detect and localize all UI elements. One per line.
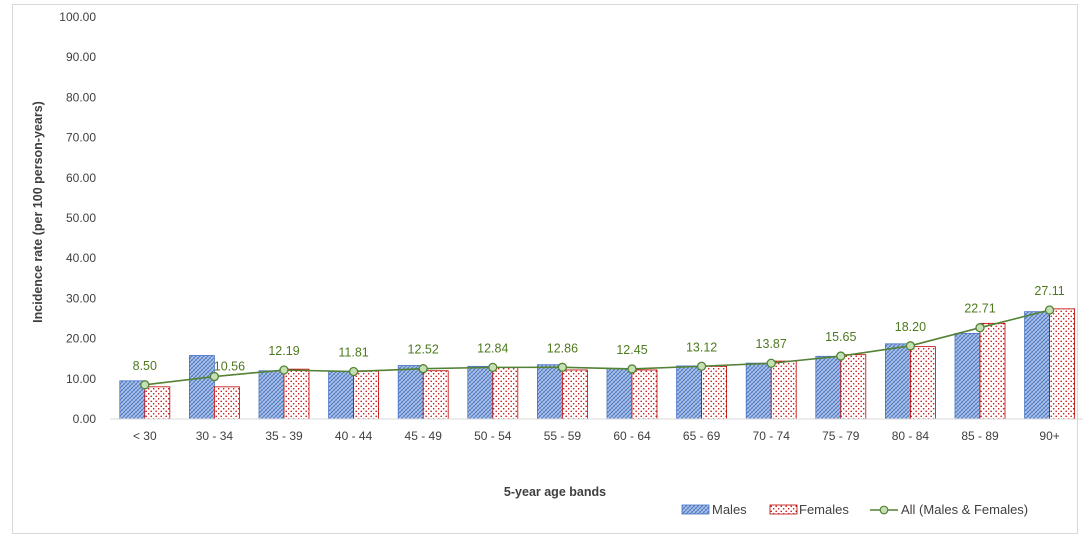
legend-label-females: Females bbox=[799, 502, 849, 517]
x-axis-title: 5-year age bands bbox=[504, 485, 606, 499]
x-tick-label: 50 - 54 bbox=[474, 429, 512, 443]
legend-swatch-females bbox=[769, 504, 798, 515]
bar-males bbox=[606, 367, 633, 420]
all-series-data-label: 11.81 bbox=[338, 346, 368, 360]
bar-males bbox=[537, 364, 563, 420]
bar-females bbox=[422, 370, 449, 420]
x-tick-label: 55 - 59 bbox=[544, 429, 582, 443]
y-tick-label: 30.00 bbox=[66, 291, 96, 305]
bar-females bbox=[701, 365, 727, 420]
legend-label-all: All (Males & Females) bbox=[901, 502, 1028, 517]
all-series-polyline bbox=[144, 309, 1050, 386]
all-series-data-label: 13.87 bbox=[756, 337, 787, 351]
all-series-marker bbox=[209, 371, 220, 382]
bar-females bbox=[631, 369, 658, 420]
legend-swatch-males bbox=[681, 504, 710, 515]
bar-females bbox=[353, 370, 380, 420]
all-series-data-label: 8.50 bbox=[133, 359, 157, 373]
all-series-marker bbox=[975, 323, 985, 333]
bar-males bbox=[397, 365, 424, 420]
bar-males bbox=[258, 370, 285, 420]
all-series-data-label: 15.65 bbox=[825, 330, 856, 344]
all-series-marker bbox=[557, 362, 568, 372]
y-axis: 0.00 10.00 20.00 30.00 40.00 50.00 60.00 70.00 8… bbox=[59, 10, 96, 426]
x-tick-label: 65 - 69 bbox=[683, 429, 721, 443]
bar-females bbox=[910, 346, 936, 420]
bars bbox=[119, 308, 1075, 420]
bar-males bbox=[676, 365, 702, 420]
bar-females bbox=[562, 369, 588, 420]
bar-males bbox=[954, 332, 981, 420]
x-tick-label: 85 - 89 bbox=[961, 429, 999, 443]
all-series-data-label: 18.20 bbox=[895, 320, 926, 334]
all-series-marker bbox=[905, 341, 916, 351]
chart-frame bbox=[12, 4, 1078, 534]
x-tick-label: < 30 bbox=[133, 429, 157, 443]
bar-females bbox=[144, 386, 171, 420]
legend-swatch-all-marker bbox=[879, 505, 889, 515]
y-tick-label: 40.00 bbox=[66, 251, 96, 265]
all-series-marker bbox=[418, 364, 428, 374]
all-series-line: 8.50 10.56 12.19 11.81 12.52 12.84 12.86 12.45 1… bbox=[133, 284, 1065, 390]
y-tick-label: 100.00 bbox=[59, 10, 96, 24]
all-series-marker bbox=[836, 351, 846, 361]
all-series-marker bbox=[488, 362, 498, 373]
x-tick-label: 70 - 74 bbox=[753, 429, 791, 443]
bar-males bbox=[467, 365, 494, 420]
y-tick-label: 90.00 bbox=[66, 50, 96, 64]
bar-females bbox=[979, 322, 1006, 420]
all-series-data-label: 12.86 bbox=[547, 341, 578, 355]
bar-males bbox=[328, 371, 355, 420]
bar-females bbox=[492, 367, 519, 420]
y-tick-label: 20.00 bbox=[66, 332, 96, 346]
x-tick-label: 35 - 39 bbox=[265, 429, 303, 443]
x-tick-label: 60 - 64 bbox=[613, 429, 651, 443]
all-series-marker bbox=[766, 358, 776, 368]
all-series-data-label: 22.71 bbox=[964, 302, 995, 316]
all-series-marker bbox=[140, 380, 150, 390]
x-tick-label: 90+ bbox=[1039, 429, 1059, 443]
bar-males bbox=[815, 355, 842, 420]
legend: Males Females All (Males & Females) bbox=[681, 502, 1028, 517]
all-series-data-label: 10.56 bbox=[214, 360, 245, 374]
bar-males bbox=[1024, 311, 1050, 420]
all-series-marker bbox=[627, 364, 637, 374]
bar-females bbox=[283, 368, 310, 420]
all-series-data-label: 13.12 bbox=[686, 340, 717, 354]
all-series-data-label: 12.19 bbox=[268, 344, 299, 358]
x-tick-label: 80 - 84 bbox=[892, 429, 930, 443]
x-axis: < 30 30 - 34 35 - 39 40 - 44 45 - 49 50 - 54 5… bbox=[110, 418, 1083, 443]
x-tick-label: 75 - 79 bbox=[822, 429, 860, 443]
all-series-data-label: 12.52 bbox=[408, 343, 439, 357]
x-tick-label: 40 - 44 bbox=[335, 429, 373, 443]
y-tick-label: 70.00 bbox=[66, 131, 96, 145]
bar-females bbox=[213, 386, 240, 420]
legend-label-males: Males bbox=[712, 502, 747, 517]
all-series-marker bbox=[696, 361, 707, 371]
y-tick-label: 50.00 bbox=[66, 211, 96, 225]
all-series-marker bbox=[279, 365, 289, 375]
bar-females bbox=[840, 354, 867, 420]
all-series-data-label: 27.11 bbox=[1034, 284, 1064, 298]
y-tick-label: 10.00 bbox=[66, 372, 96, 386]
x-tick-label: 45 - 49 bbox=[405, 429, 443, 443]
bar-males bbox=[119, 380, 146, 420]
all-series-marker bbox=[1044, 305, 1055, 315]
bar-males bbox=[188, 355, 215, 420]
all-series-marker bbox=[348, 366, 359, 377]
y-tick-label: 80.00 bbox=[66, 90, 96, 104]
all-series-data-label: 12.45 bbox=[616, 343, 647, 357]
bar-males bbox=[745, 362, 772, 420]
y-tick-label: 0.00 bbox=[73, 412, 97, 426]
all-series-data-label: 12.84 bbox=[477, 341, 508, 355]
bar-males bbox=[885, 343, 911, 420]
y-tick-label: 60.00 bbox=[66, 171, 96, 185]
y-axis-title: Incidence rate (per 100 person-years) bbox=[31, 101, 45, 323]
x-tick-label: 30 - 34 bbox=[196, 429, 234, 443]
bar-females bbox=[1049, 308, 1075, 420]
bar-females bbox=[770, 360, 797, 420]
